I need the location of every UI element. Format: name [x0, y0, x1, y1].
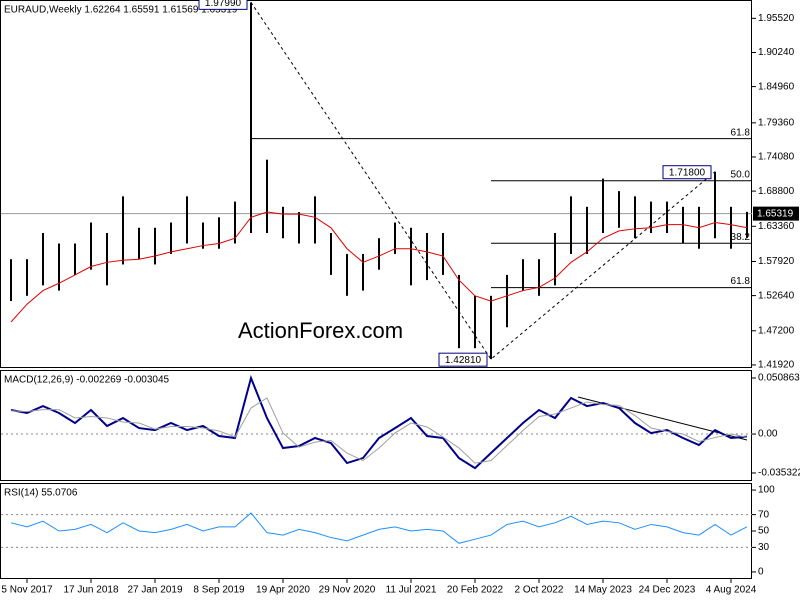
panel-title: MACD(12,26,9) -0.002269 -0.003045: [4, 375, 170, 386]
fib-label: 50.0: [731, 169, 751, 180]
macd-panel: [0, 370, 752, 481]
series-line: [10, 397, 748, 464]
last-price-box: [753, 206, 799, 221]
annotation-label: 1.97990: [205, 0, 242, 9]
y-tick-label: 1.90240: [758, 47, 795, 58]
rsi-panel: [0, 483, 752, 579]
y-tick-label: 1.79360: [758, 117, 795, 128]
x-tick-label: 11 Jul 2021: [386, 585, 437, 596]
fib-label: 61.8: [731, 127, 751, 138]
x-tick-label: 20 Feb 2022: [447, 585, 504, 596]
y-tick-label: 30: [758, 542, 770, 553]
y-tick-label: 1.47200: [758, 325, 795, 336]
x-tick-label: 4 Aug 2024: [706, 585, 757, 596]
y-tick-label: 100: [758, 485, 775, 496]
y-tick-label: 0: [758, 567, 764, 578]
annotation-label: 1.42810: [445, 355, 482, 366]
panel-title: RSI(14) 55.0706: [4, 488, 78, 499]
y-tick-label: 70: [758, 509, 770, 520]
y-tick-label: 1.41920: [758, 360, 795, 371]
x-tick-label: 19 Apr 2020: [256, 585, 310, 596]
y-tick-label: 50: [758, 526, 770, 537]
y-tick-label: 1.68800: [758, 186, 795, 197]
watermark: ActionForex.com: [238, 318, 403, 343]
swing-line: [250, 2, 716, 360]
y-tick-label: 0.00: [758, 429, 778, 440]
x-tick-label: 5 Nov 2017: [1, 585, 53, 596]
y-tick-label: 1.52640: [758, 290, 795, 301]
y-tick-label: -0.035322: [758, 468, 800, 479]
y-tick-label: 1.95520: [758, 13, 795, 24]
price-panel: [0, 0, 752, 368]
x-tick-label: 8 Sep 2019: [193, 585, 245, 596]
series-line: [10, 211, 748, 323]
y-tick-label: 1.63360: [758, 221, 795, 232]
y-tick-label: 1.57920: [758, 256, 795, 267]
fib-label: 61.8: [731, 276, 751, 287]
x-tick-label: 14 May 2023: [574, 585, 632, 596]
y-tick-label: 1.74080: [758, 152, 795, 163]
fib-label: 38.2: [731, 232, 751, 243]
y-tick-label: 0.050863: [758, 373, 800, 384]
series-line: [10, 374, 748, 470]
x-tick-label: 24 Dec 2023: [639, 585, 696, 596]
x-tick-label: 17 Jun 2018: [63, 585, 118, 596]
series-line: [10, 512, 748, 544]
panel-title: EURAUD,Weekly 1.62264 1.65591 1.61569 1.…: [4, 5, 238, 16]
annotation-label: 1.71800: [669, 167, 706, 178]
last-price-label: 1.65319: [757, 208, 794, 219]
y-tick-label: 1.84960: [758, 81, 795, 92]
x-tick-label: 27 Jan 2019: [127, 585, 182, 596]
x-tick-label: 29 Nov 2020: [319, 585, 376, 596]
annotation-box: [438, 352, 488, 367]
annotation-box: [662, 165, 712, 180]
annotation-box: [198, 0, 248, 10]
x-tick-label: 2 Oct 2022: [515, 585, 564, 596]
